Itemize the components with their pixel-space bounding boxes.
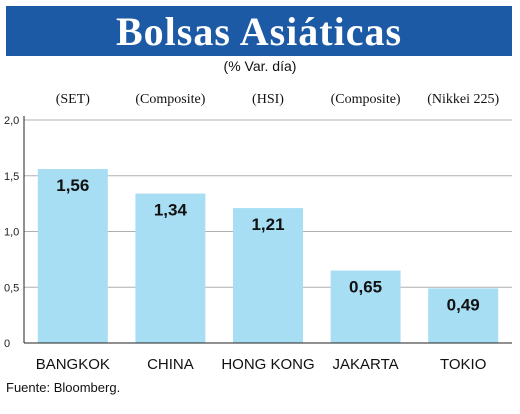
index-name-label: (HSI) [252, 92, 284, 107]
x-category-label: HONG KONG [221, 356, 314, 373]
y-tick-label: 1,5 [4, 171, 19, 183]
x-category-label: CHINA [147, 356, 194, 373]
index-name-label: (Composite) [330, 92, 401, 107]
chart-title: Bolsas Asiáticas [115, 8, 403, 54]
bar-value-label: 0,65 [349, 278, 382, 297]
y-tick-label: 2,0 [4, 115, 19, 127]
bar [330, 270, 401, 343]
index-name-label: (Composite) [135, 92, 206, 107]
index-name-label: (SET) [55, 92, 90, 107]
bar [233, 208, 303, 343]
x-category-label: BANGKOK [36, 356, 110, 373]
y-tick-label: 0,5 [4, 282, 19, 294]
bar-value-label: 1,21 [251, 215, 284, 234]
x-category-label: TOKIO [440, 356, 486, 373]
bar-value-label: 1,56 [56, 176, 89, 195]
bar [428, 288, 499, 343]
index-name-label: (Nikkei 225) [427, 92, 500, 107]
bar [37, 169, 108, 343]
source-note: Fuente: Bloomberg. [6, 380, 121, 395]
bar [135, 193, 206, 343]
y-tick-label: 1,0 [4, 227, 19, 239]
x-category-label: JAKARTA [333, 356, 399, 373]
title-bar: Bolsas Asiáticas [6, 6, 512, 56]
y-tick-label: 0 [4, 338, 10, 350]
chart-subtitle: (% Var. día) [223, 58, 297, 74]
bar-value-label: 1,34 [154, 201, 188, 220]
bar-value-label: 0,49 [447, 295, 480, 314]
